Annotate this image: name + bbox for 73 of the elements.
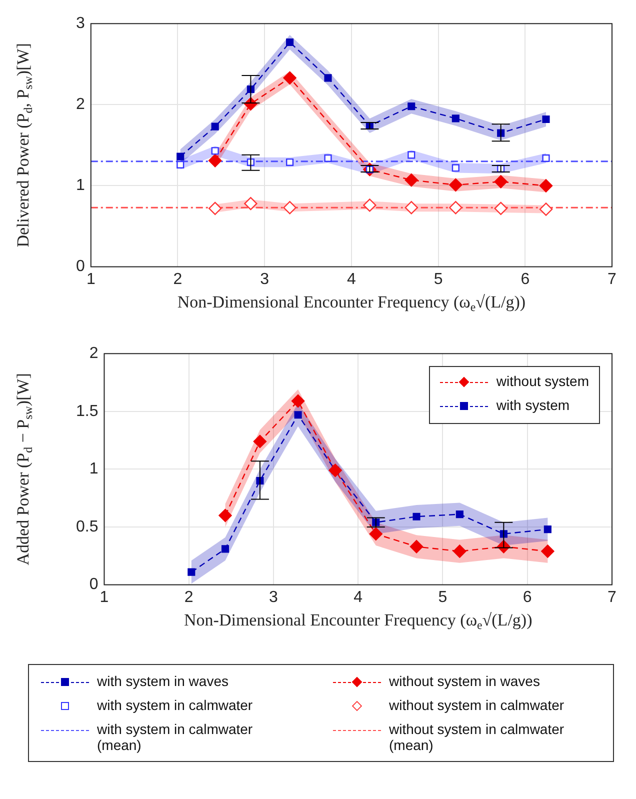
- point: [363, 198, 376, 212]
- y-tick-label: 2: [76, 96, 85, 114]
- y-axis-title: Added Power (Pd − Psw)[W]: [13, 373, 36, 566]
- legend-label: without system in calmwater: [389, 697, 564, 713]
- point: [286, 158, 294, 166]
- x-tick-label: 4: [346, 270, 356, 288]
- point: [328, 464, 342, 477]
- x-tick-label: 3: [269, 588, 278, 606]
- point: [494, 202, 508, 216]
- x-tick-label: 2: [184, 588, 194, 606]
- x-tick-label: 5: [438, 588, 448, 606]
- point: [410, 540, 424, 554]
- x-tick-label: 7: [608, 588, 617, 606]
- point: [176, 160, 184, 168]
- point: [294, 411, 302, 419]
- y-axis-title: Delivered Power (Pd, Psw)[W]: [13, 43, 36, 248]
- point: [208, 202, 222, 216]
- y-tick-label: 1.5: [76, 402, 98, 420]
- point: [539, 202, 553, 216]
- point: [369, 527, 382, 541]
- point: [542, 154, 550, 162]
- point: [539, 179, 553, 192]
- y-tick-label: 3: [76, 15, 85, 32]
- point: [452, 164, 460, 172]
- y-tick-label: 0: [76, 258, 85, 276]
- x-tick-label: 5: [434, 270, 443, 288]
- point: [221, 545, 230, 553]
- point: [404, 173, 418, 187]
- point: [541, 544, 554, 558]
- legend-label: without system: [496, 372, 589, 389]
- point: [494, 175, 508, 188]
- legend-label: with system in waves: [97, 673, 228, 689]
- x-tick-label: 2: [173, 270, 182, 288]
- point: [286, 38, 294, 46]
- legend-label: with system in calmwater (mean): [97, 721, 254, 753]
- x-tick-label: 6: [520, 270, 530, 288]
- point: [324, 74, 332, 82]
- point: [452, 114, 460, 122]
- y-tick-label: 2: [89, 345, 98, 362]
- point: [211, 147, 219, 155]
- legend-label: without system in calmwater (mean): [389, 721, 566, 753]
- point: [283, 71, 296, 85]
- point: [404, 201, 418, 214]
- point: [283, 201, 296, 214]
- y-tick-label: 0: [89, 576, 98, 594]
- point: [218, 508, 232, 522]
- legend-label: with system: [496, 396, 570, 413]
- point: [542, 115, 550, 124]
- x-tick-label: 3: [260, 270, 270, 288]
- y-tick-label: 1: [76, 177, 85, 194]
- legend-label: without system in waves: [389, 673, 540, 689]
- point: [208, 154, 222, 168]
- point: [211, 122, 219, 130]
- point: [253, 434, 267, 448]
- legend-label: with system in calmwater: [97, 697, 253, 713]
- point: [456, 510, 464, 518]
- point: [176, 152, 184, 160]
- point: [291, 394, 305, 408]
- x-tick-label: 4: [354, 588, 363, 606]
- point: [412, 512, 420, 520]
- point: [188, 568, 196, 576]
- y-tick-label: 1: [89, 460, 98, 478]
- point: [324, 154, 332, 162]
- point: [453, 544, 466, 558]
- x-tick-label: 6: [522, 588, 532, 606]
- point: [449, 201, 462, 214]
- y-tick-label: 0.5: [76, 518, 98, 536]
- point: [544, 526, 552, 534]
- x-tick-label: 7: [608, 270, 617, 288]
- point: [408, 151, 416, 159]
- point: [244, 196, 258, 210]
- point: [449, 178, 462, 192]
- point: [408, 102, 416, 110]
